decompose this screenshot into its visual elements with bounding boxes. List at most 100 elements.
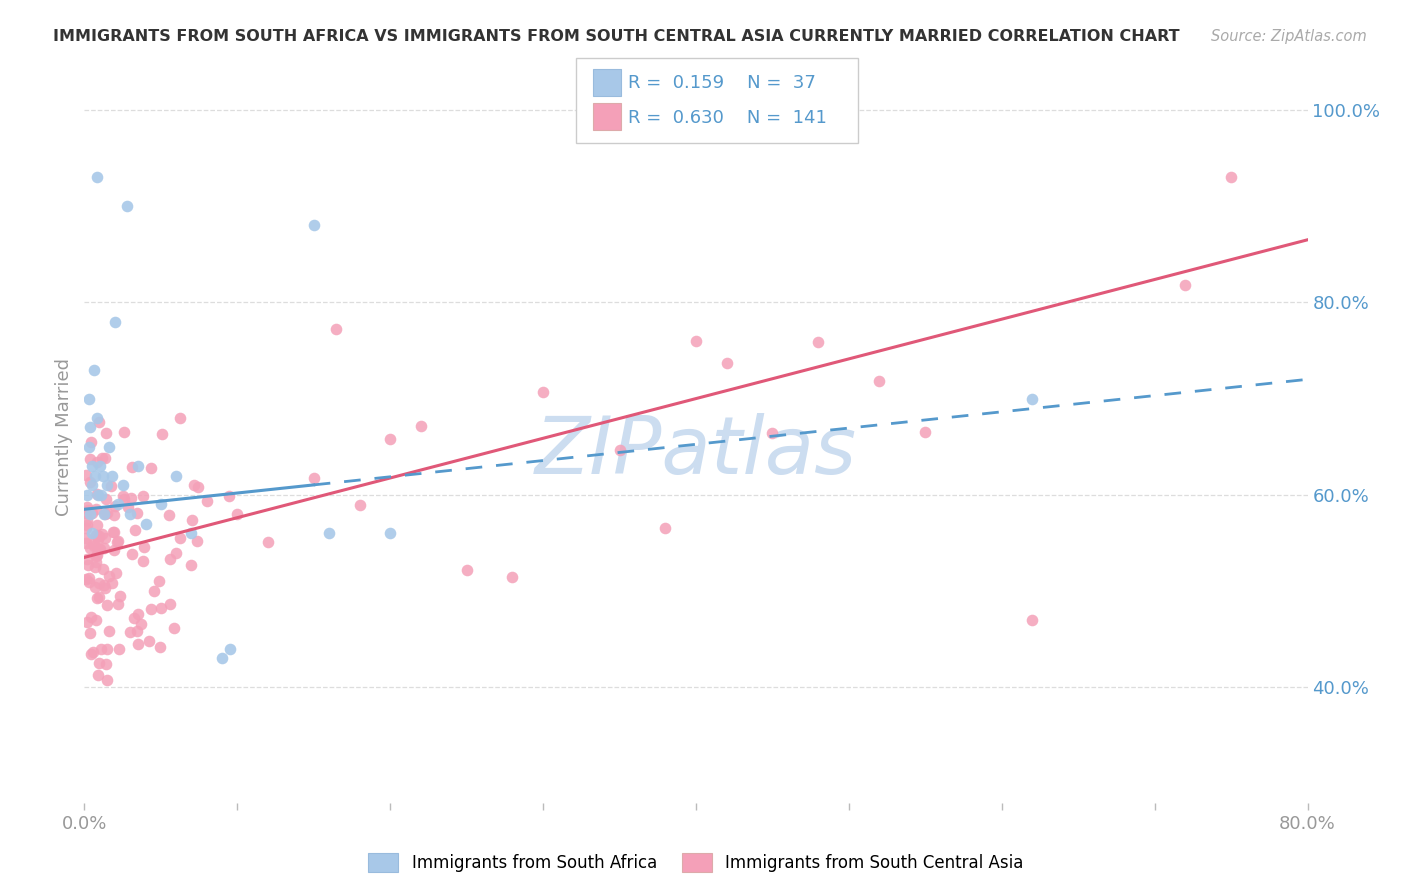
Point (302, 219, 325, 233)
Point (83, 581, 105, 595)
Point (139, 461, 162, 475)
Point (89, 541, 111, 556)
Point (86, 170, 108, 185)
Point (129, 617, 152, 632)
Point (104, 566, 127, 580)
Point (107, 597, 129, 611)
Point (169, 531, 191, 545)
Point (325, 321, 347, 335)
Point (150, 426, 173, 441)
Point (93, 541, 115, 556)
Point (120, 491, 142, 505)
Point (93, 578, 115, 592)
Point (120, 625, 142, 640)
Point (84, 560, 107, 574)
Point (76, 518, 98, 533)
Point (80, 458, 103, 473)
Point (75, 506, 97, 520)
Point (80, 609, 103, 624)
Point (87, 541, 110, 556)
Point (90, 642, 112, 657)
Point (132, 489, 155, 503)
Point (117, 500, 139, 514)
Point (1021, 613, 1043, 627)
Point (159, 552, 181, 566)
Point (101, 525, 124, 540)
Point (90, 450, 112, 465)
Point (84, 502, 107, 516)
Point (180, 512, 202, 526)
Point (125, 507, 148, 521)
Point (1174, 277, 1197, 292)
Point (107, 498, 129, 512)
Point (103, 524, 125, 539)
Point (139, 602, 162, 616)
Point (180, 526, 202, 541)
Point (98, 569, 121, 583)
Point (257, 534, 280, 549)
Point (149, 498, 172, 512)
Point (79, 507, 101, 521)
Point (101, 468, 124, 483)
Point (76, 551, 98, 566)
Point (87, 668, 110, 682)
Point (142, 584, 165, 599)
Point (112, 489, 135, 503)
Point (105, 534, 128, 549)
Point (761, 425, 783, 440)
Point (302, 471, 325, 485)
Point (349, 498, 371, 512)
Point (380, 432, 402, 446)
Point (87, 488, 110, 502)
Point (187, 480, 209, 494)
Point (132, 541, 155, 555)
Point (75, 535, 97, 549)
Point (163, 621, 186, 635)
Point (86, 517, 108, 532)
Point (716, 356, 738, 370)
Text: R =  0.159    N =  37: R = 0.159 N = 37 (628, 74, 817, 92)
Point (94, 532, 117, 546)
Point (125, 624, 148, 639)
Point (83, 362, 105, 376)
Point (77, 440, 100, 454)
Point (96, 673, 118, 687)
Point (87, 575, 110, 590)
Point (93, 507, 115, 521)
Point (211, 651, 233, 665)
Text: IMMIGRANTS FROM SOUTH AFRICA VS IMMIGRANTS FROM SOUTH CENTRAL ASIA CURRENTLY MAR: IMMIGRANTS FROM SOUTH AFRICA VS IMMIGRAN… (53, 29, 1180, 44)
Point (531, 384, 554, 399)
Point (318, 526, 340, 541)
Point (76, 500, 98, 514)
Point (86, 548, 108, 562)
Point (127, 638, 149, 652)
Point (76, 558, 98, 572)
Point (98, 624, 121, 639)
Point (82, 645, 104, 659)
Point (111, 478, 134, 492)
Point (80, 434, 103, 449)
Point (75, 572, 97, 586)
Point (135, 516, 157, 531)
Point (120, 507, 142, 521)
Point (104, 499, 127, 513)
Point (77, 571, 100, 585)
Point (84, 613, 107, 627)
Point (107, 534, 129, 549)
Point (86, 528, 108, 542)
Point (148, 574, 170, 588)
Point (121, 459, 143, 474)
Point (609, 442, 631, 457)
Point (87, 590, 110, 604)
Point (115, 199, 138, 213)
Text: Source: ZipAtlas.com: Source: ZipAtlas.com (1211, 29, 1367, 44)
Point (86, 455, 108, 469)
Point (96, 425, 118, 440)
Point (104, 315, 127, 329)
Point (86, 532, 108, 546)
Point (685, 334, 707, 349)
Point (79, 420, 101, 434)
Point (94, 581, 117, 595)
Point (83, 537, 105, 551)
Point (94, 450, 117, 465)
